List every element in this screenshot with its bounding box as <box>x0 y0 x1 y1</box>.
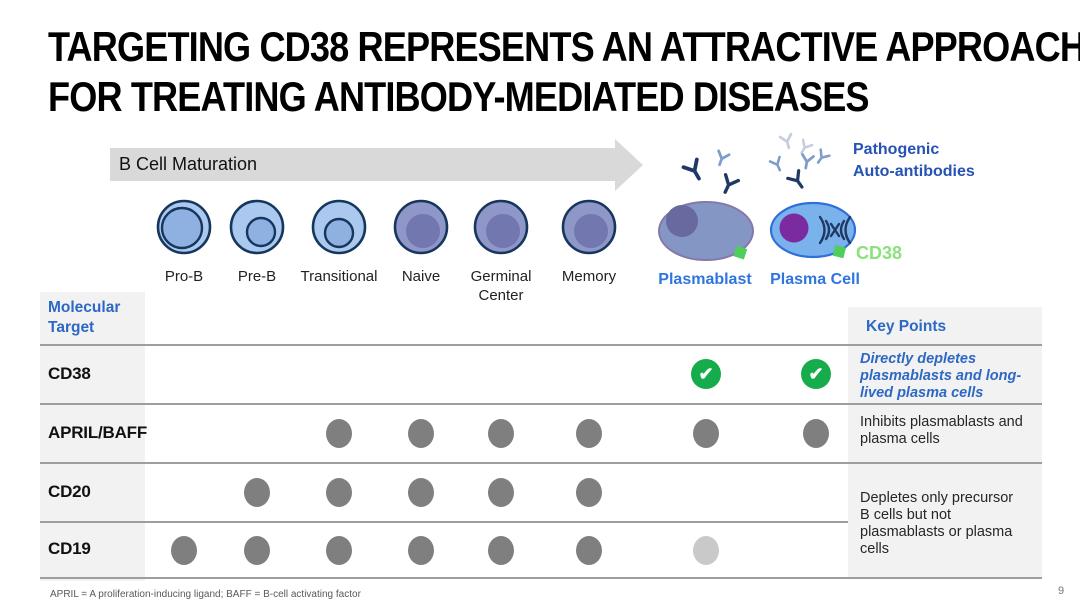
cell-stage-label: Naive <box>401 268 441 285</box>
antibody-icon <box>778 132 793 150</box>
plasma-cell-label: Plasma Cell <box>770 271 860 288</box>
row-separator <box>40 403 1042 405</box>
row-separator <box>40 462 1042 464</box>
molecular-target-header: Molecular Target <box>48 299 121 337</box>
page-number: 9 <box>1058 585 1065 597</box>
row-separator <box>40 521 848 523</box>
cell-stage-label: Transitional <box>300 268 378 285</box>
key-point-text: Directly depletes plasmablasts and long-… <box>860 351 1022 402</box>
presence-dot <box>803 418 829 448</box>
presence-dot <box>693 418 719 448</box>
presence-dot <box>408 477 434 507</box>
er-glyph-icon <box>818 215 852 245</box>
cell-stage-label: Pro-B <box>164 268 204 285</box>
b-cell-icon <box>473 199 529 255</box>
presence-dot <box>244 477 270 507</box>
key-point-text: Depletes only precursor B cells but not … <box>860 490 1014 558</box>
b-cell-icon <box>393 199 449 255</box>
row-separator <box>40 344 1042 346</box>
row-label-cd19: CD19 <box>48 539 91 559</box>
antibody-icon <box>816 148 831 164</box>
row-label-cd38: CD38 <box>48 363 91 383</box>
slide-title-line2: FOR TREATING ANTIBODY-MEDIATED DISEASES <box>48 72 870 120</box>
b-cell-icon <box>311 199 367 255</box>
cd38-marker-icon <box>733 245 748 260</box>
presence-dot-light <box>693 535 719 565</box>
row-separator <box>40 577 1042 579</box>
presence-dot <box>488 535 514 565</box>
key-points-column-bg <box>848 307 1042 577</box>
presence-dot <box>576 477 602 507</box>
cell-stage-label: Pre-B <box>237 268 277 285</box>
cd38-marker-icon <box>832 244 847 259</box>
b-cell-maturation-arrow: B Cell Maturation <box>110 148 615 181</box>
plasmablast-icon <box>658 201 754 261</box>
pathogenic-autoantibodies-label: Pathogenic Auto-antibodies <box>853 141 975 180</box>
green-check-icon: ✔ <box>691 359 721 389</box>
antibody-icon <box>786 169 804 189</box>
presence-dot <box>576 418 602 448</box>
molecular-target-column-bg <box>40 292 145 581</box>
key-point-text: Inhibits plasmablasts and plasma cells <box>860 414 1023 448</box>
cell-stage-label: Memory <box>561 268 617 285</box>
b-cell-maturation-label: B Cell Maturation <box>119 154 258 174</box>
row-label-cd20: CD20 <box>48 481 91 501</box>
b-cell-icon <box>561 199 617 255</box>
presence-dot <box>408 418 434 448</box>
footnote: APRIL = A proliferation-inducing ligand;… <box>50 589 361 600</box>
presence-dot <box>326 535 352 565</box>
presence-dot <box>576 535 602 565</box>
antibody-icon <box>717 149 731 167</box>
arrow-head-icon <box>615 139 643 191</box>
antibody-icon <box>801 153 815 170</box>
presence-dot <box>326 418 352 448</box>
presence-dot <box>326 477 352 507</box>
presence-dot <box>488 418 514 448</box>
cell-stage-label: Germinal Center <box>470 268 532 304</box>
antibody-icon <box>681 157 701 181</box>
antibody-icon <box>800 138 814 155</box>
plasmablast-label: Plasmablast <box>658 271 752 288</box>
antibody-icon <box>768 155 782 172</box>
b-cell-icon <box>156 199 212 255</box>
presence-dot <box>408 535 434 565</box>
presence-dot <box>171 535 197 565</box>
presence-dot <box>244 535 270 565</box>
slide-title-line1: TARGETING CD38 REPRESENTS AN ATTRACTIVE … <box>48 23 1080 70</box>
row-label-april-baff: APRIL/BAFF <box>48 422 148 442</box>
cd38-marker-label: CD38 <box>856 243 903 263</box>
presence-dot <box>488 477 514 507</box>
key-points-header: Key Points <box>866 318 947 335</box>
antibody-icon <box>723 172 741 194</box>
slide-title: TARGETING CD38 REPRESENTS AN ATTRACTIVE … <box>48 22 1080 121</box>
b-cell-icon <box>229 199 285 255</box>
green-check-icon: ✔ <box>801 359 831 389</box>
plasma-cell-icon <box>769 201 857 259</box>
